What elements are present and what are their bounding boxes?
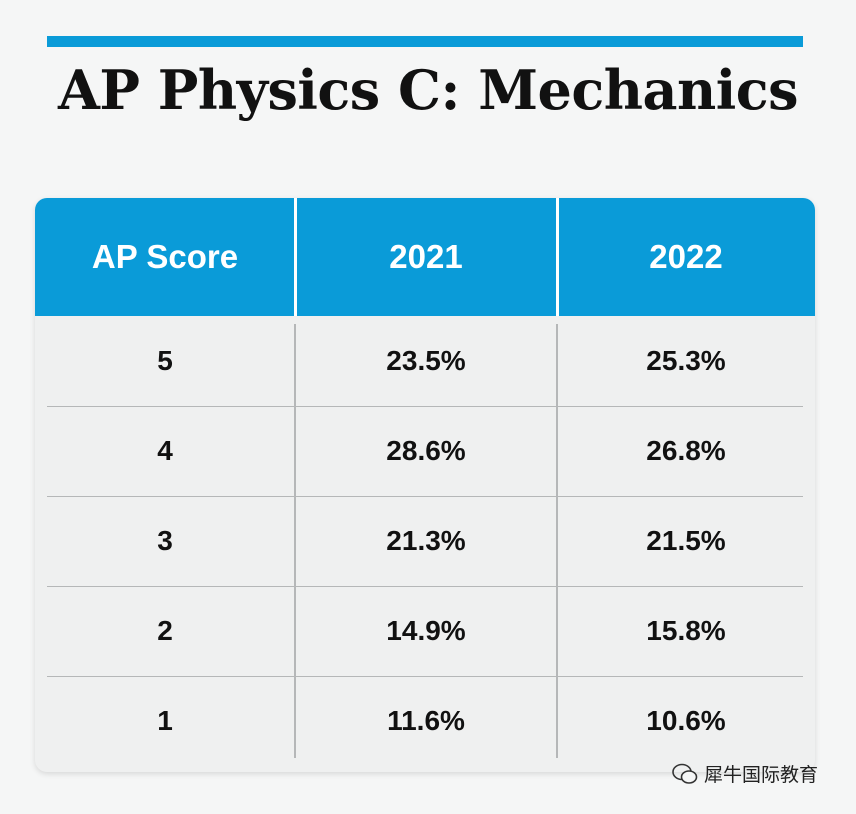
table-cell: 3 (157, 525, 173, 556)
table-cell: 15.8% (646, 615, 726, 646)
table-cell: 4 (157, 435, 173, 466)
row-divider (47, 406, 803, 407)
table: AP Score 2021 2022 5 23.5% 25.3% 4 28.6% 26.8% 3 2… (35, 198, 815, 772)
table-cell: 26.8% (646, 435, 726, 466)
header-separator (556, 198, 559, 316)
table-cell: 11.6% (387, 705, 465, 736)
header-separator (294, 198, 297, 316)
header-cell: AP Score (35, 198, 295, 316)
table-cell: 21.5% (646, 525, 726, 556)
header-cell: 2022 (557, 198, 815, 316)
table-cell: 25.3% (646, 345, 726, 376)
table-cell: 23.5% (386, 345, 466, 376)
table-cell: 2 (157, 615, 173, 646)
header-cell: 2021 (295, 198, 557, 316)
table-cell: 10.6% (646, 705, 726, 736)
row-divider (47, 496, 803, 497)
table-cell: 28.6% (386, 435, 466, 466)
table-cell: 5 (157, 345, 173, 376)
title: AP Physics C: Mechanics (57, 58, 799, 122)
table-cell: 14.9% (386, 615, 466, 646)
watermark-text: 犀牛国际教育 (704, 765, 819, 786)
row-divider (47, 676, 803, 677)
watermark: 犀牛国际教育 (672, 760, 818, 787)
top-bar (47, 36, 803, 47)
table-cell: 21.3% (386, 525, 466, 556)
column-divider (294, 324, 296, 758)
row-divider (47, 586, 803, 587)
column-divider (556, 324, 558, 758)
table-cell: 1 (157, 705, 173, 736)
wechat-icon (672, 763, 698, 784)
